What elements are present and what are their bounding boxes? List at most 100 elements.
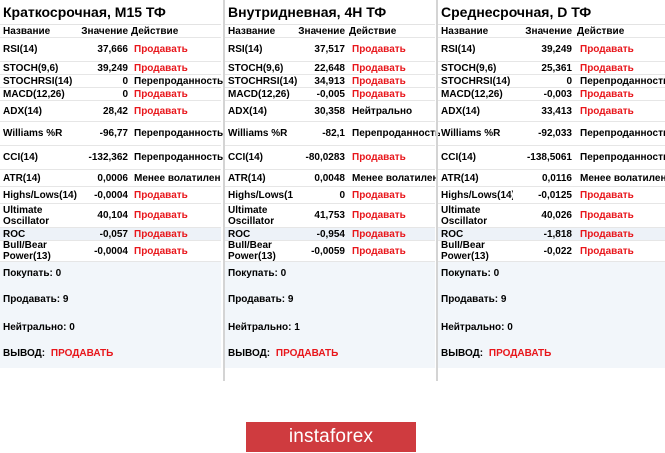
indicator-value: -0,005	[316, 88, 345, 100]
summary-sell-value: 9	[500, 294, 507, 305]
indicator-action: Перепроданность	[580, 75, 665, 87]
indicator-value: 33,413	[541, 105, 572, 117]
indicator-value: -0,0059	[311, 245, 345, 257]
indicator-value: -0,0004	[94, 245, 128, 257]
indicator-value: -138,5061	[526, 152, 572, 163]
indicator-value: 40,104	[97, 210, 128, 221]
indicator-value: -132,362	[88, 152, 128, 163]
indicator-value: -0,022	[543, 245, 572, 257]
indicator-value: -80,0283	[305, 152, 345, 163]
header-value: Значение	[298, 25, 345, 37]
header-name: Название	[228, 25, 276, 37]
table-row: Ultimate Oscillator 40,104 Продавать	[0, 204, 221, 228]
table-row: STOCH(9,6) 39,249 Продавать	[0, 62, 221, 75]
indicator-action: Продавать	[352, 88, 406, 100]
table-row: STOCHRSI(14) 34,913 Продавать	[225, 75, 435, 88]
indicator-action: Менее волатилен	[580, 172, 665, 184]
indicator-panel: Краткосрочная, M15 ТФ Название Значение Дей…	[0, 0, 224, 381]
indicator-name: RSI(14)	[441, 44, 476, 55]
table-header: Название Значение Действие	[438, 25, 665, 38]
indicator-name: Bull/Bear Power(13)	[3, 241, 51, 261]
table-row: MACD(12,26) 0 Продавать	[0, 88, 221, 101]
indicator-action: Продавать	[134, 210, 188, 221]
summary-buy-label: Покупать:	[228, 268, 278, 279]
table-header: Название Значение Действие	[225, 25, 435, 38]
indicator-action: Продавать	[134, 105, 188, 117]
table-row: ATR(14) 0,0048 Менее волатилен	[225, 170, 439, 187]
indicator-value: 40,026	[541, 210, 572, 221]
indicator-action: Продавать	[580, 245, 634, 257]
indicator-action: Перепроданность	[134, 128, 224, 139]
indicator-action: Перепроданность	[134, 75, 224, 87]
header-action: Действие	[131, 25, 179, 37]
indicator-action: Продавать	[134, 245, 188, 257]
summary-buy: Покупать: 0	[441, 268, 499, 279]
summary-sell-value: 9	[62, 294, 69, 305]
indicator-action: Продавать	[352, 152, 406, 163]
table-row: MACD(12,26) -0,003 Продавать	[438, 88, 665, 101]
indicator-value: 39,249	[541, 44, 572, 55]
header-action: Действие	[577, 25, 625, 37]
table-row: Bull/Bear Power(13) -0,0059 Продавать	[225, 241, 435, 262]
indicator-action: Продавать	[352, 75, 406, 87]
summary-buy-label: Покупать:	[3, 268, 53, 279]
indicator-value: -82,1	[322, 128, 345, 139]
table-row: Highs/Lows(14) -0,0125 Продавать	[438, 187, 665, 204]
indicator-value: 0	[339, 189, 345, 201]
summary-section: Покупать: 0 Продавать: 9 Нейтрально: 1 ВЫВО…	[225, 262, 435, 368]
summary-buy-value: 0	[55, 268, 62, 279]
indicator-action: Менее волатилен	[134, 172, 221, 184]
summary-neutral-value: 1	[294, 322, 300, 333]
summary-buy: Покупать: 0	[228, 268, 286, 279]
summary-neutral-label: Нейтрально:	[441, 322, 505, 333]
summary-sell: Продавать: 9	[228, 294, 293, 305]
indicator-value: -0,954	[316, 228, 345, 240]
indicator-action: Продавать	[352, 210, 406, 221]
indicator-value: -96,77	[99, 128, 128, 139]
summary-neutral-label: Нейтрально:	[3, 322, 67, 333]
panel-title: Среднесрочная, D ТФ	[438, 0, 665, 25]
indicator-panel: Внутридневная, 4H ТФ Название Значение Дейс…	[223, 0, 440, 381]
indicator-name: ADX(14)	[441, 105, 480, 117]
summary-verdict-value: ПРОДАВАТЬ	[275, 348, 339, 359]
indicator-action: Продавать	[134, 62, 188, 74]
summary-sell: Продавать: 9	[3, 294, 68, 305]
table-row: ADX(14) 33,413 Продавать	[438, 101, 665, 122]
indicator-name: MACD(12,26)	[441, 88, 503, 100]
indicator-name: CCI(14)	[228, 152, 264, 163]
summary-verdict-value: ПРОДАВАТЬ	[488, 348, 552, 359]
table-row: CCI(14) -138,5061 Перепроданность	[438, 146, 665, 170]
table-row: MACD(12,26) -0,005 Продавать	[225, 88, 435, 101]
indicator-name: ATR(14)	[228, 172, 266, 184]
indicator-action: Продавать	[352, 189, 406, 201]
indicator-name: CCI(14)	[441, 152, 477, 163]
indicator-name: ADX(14)	[228, 105, 267, 117]
indicator-value: 37,517	[314, 44, 345, 55]
summary-sell-label: Продавать:	[3, 294, 61, 305]
indicator-value: 41,753	[314, 210, 345, 221]
summary-sell-label: Продавать:	[228, 294, 286, 305]
summary-section: Покупать: 0 Продавать: 9 Нейтрально: 0 ВЫВО…	[438, 262, 665, 368]
summary-buy-label: Покупать:	[441, 268, 491, 279]
indicator-name: STOCH(9,6)	[441, 62, 497, 74]
indicator-action: Перепроданность	[580, 152, 665, 163]
indicator-action: Перепроданность	[134, 152, 224, 163]
indicator-action: Продавать	[580, 228, 634, 240]
indicator-name: MACD(12,26)	[228, 88, 290, 100]
indicator-action: Продавать	[134, 228, 188, 240]
indicator-name: Williams %R	[228, 128, 288, 139]
table-row: Ultimate Oscillator 40,026 Продавать	[438, 204, 665, 228]
indicator-action: Менее волатилен	[352, 172, 439, 184]
table-row: STOCHRSI(14) 0 Перепроданность	[0, 75, 224, 88]
indicator-action: Нейтрально	[352, 105, 413, 117]
indicator-name: ATR(14)	[441, 172, 479, 184]
indicator-name: Bull/Bear Power(13)	[441, 241, 489, 261]
indicator-action: Продавать	[352, 228, 406, 240]
summary-verdict: ВЫВОД: ПРОДАВАТЬ	[228, 348, 338, 359]
table-row: STOCH(9,6) 25,361 Продавать	[438, 62, 665, 75]
indicator-action: Продавать	[352, 44, 406, 55]
instaforex-logo: instaforex	[246, 422, 416, 452]
summary-buy-value: 0	[280, 268, 287, 279]
table-header: Название Значение Действие	[0, 25, 221, 38]
indicator-value: -0,0125	[538, 189, 572, 201]
